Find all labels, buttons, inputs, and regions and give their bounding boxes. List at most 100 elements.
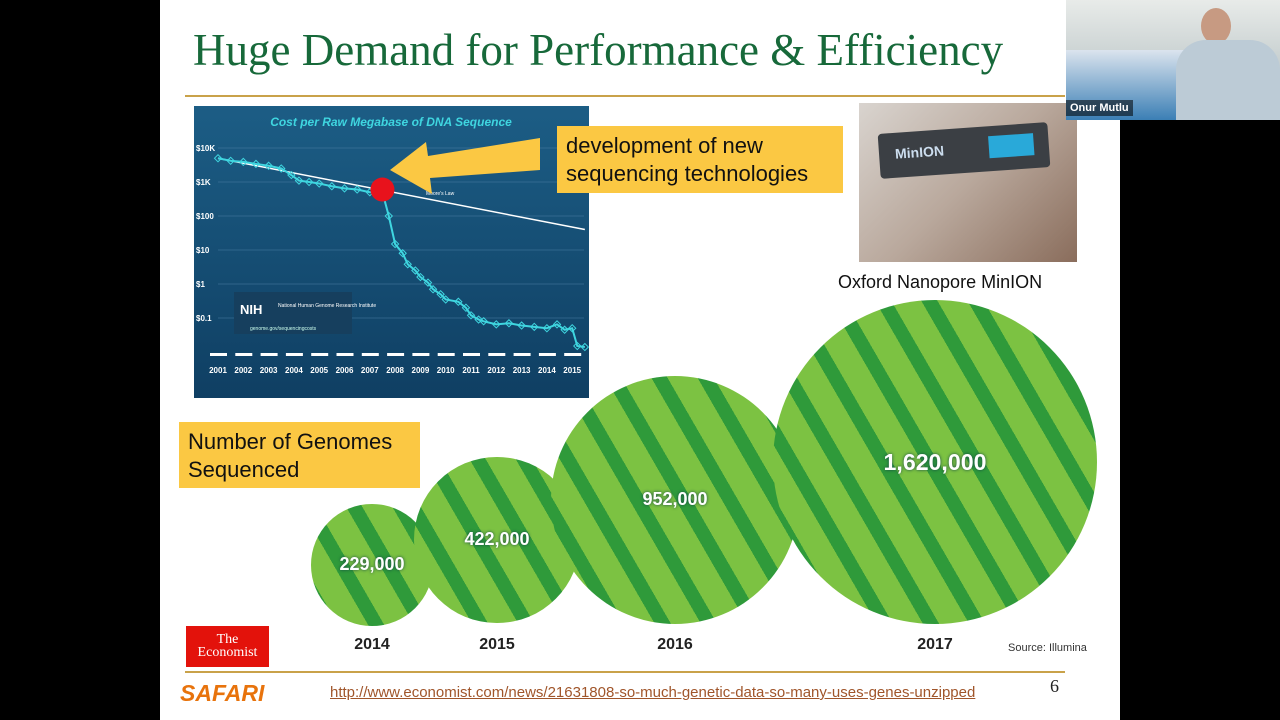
x-tick-mark (210, 353, 227, 356)
data-point (294, 176, 304, 185)
data-point (542, 323, 552, 333)
genome-bubble-2017: 1,620,000 (773, 300, 1097, 624)
x-tick-label: 2006 (336, 366, 354, 375)
genome-bubble-2014: 229,000 (311, 504, 433, 626)
data-point (416, 272, 425, 282)
chart-title: Cost per Raw Megabase of DNA Sequence (270, 115, 512, 129)
x-tick-label: 2013 (513, 366, 531, 375)
x-tick-label: 2004 (285, 366, 303, 375)
nih-logo-box (234, 292, 352, 334)
data-point (466, 311, 476, 320)
bubble-value: 952,000 (642, 489, 708, 510)
data-point (398, 249, 407, 258)
data-point (251, 159, 261, 169)
data-point (423, 278, 433, 287)
x-tick-label: 2005 (310, 366, 328, 375)
cost-chart: Cost per Raw Megabase of DNA Sequence $10… (196, 115, 590, 375)
sequencing-callout: development of new sequencing technologi… (557, 126, 843, 193)
data-point (436, 289, 445, 299)
y-tick-label: $0.1 (196, 314, 212, 323)
year-label: 2016 (657, 636, 693, 653)
x-tick-mark (437, 353, 455, 356)
x-tick-label: 2009 (412, 366, 430, 375)
x-tick-mark (260, 353, 278, 356)
data-point (428, 285, 438, 294)
source-label: Source: Illumina (1008, 642, 1087, 654)
nih-name: National Human Genome Research Institute (278, 303, 376, 309)
genomes-label: Number of Genomes Sequenced (179, 422, 420, 488)
safari-logo: SAFARI (180, 680, 265, 706)
x-tick-mark (538, 353, 556, 356)
data-point (352, 185, 362, 194)
minion-caption: Oxford Nanopore MinION (838, 272, 1043, 292)
data-point (213, 153, 223, 163)
data-point (479, 317, 488, 326)
x-tick-mark (387, 353, 405, 356)
data-point (504, 319, 514, 328)
year-label: 2017 (917, 636, 953, 653)
x-tick-mark (488, 353, 506, 356)
x-tick-label: 2007 (361, 366, 379, 375)
data-point (454, 297, 463, 307)
x-tick-label: 2015 (563, 366, 581, 375)
y-tick-label: $100 (196, 212, 214, 221)
data-point (552, 320, 562, 329)
data-point (277, 164, 286, 173)
source-url-link[interactable]: http://www.economist.com/news/21631808-s… (330, 684, 976, 701)
x-tick-label: 2001 (209, 366, 227, 375)
webcam-video: Onur Mutlu (1066, 0, 1280, 120)
x-tick-label: 2011 (462, 366, 480, 375)
x-tick-mark (235, 353, 253, 356)
y-tick-label: $10 (196, 246, 210, 255)
footer-divider (185, 671, 1065, 673)
data-point (580, 342, 590, 352)
data-point (530, 322, 539, 332)
x-tick-label: 2010 (437, 366, 455, 375)
data-point (340, 184, 349, 193)
bubble-value: 229,000 (339, 554, 405, 575)
data-point (390, 239, 400, 249)
data-point (327, 182, 337, 191)
genome-bubble-2016: 952,000 (550, 375, 800, 625)
y-tick-label: $1 (196, 280, 205, 289)
x-tick-mark (564, 353, 582, 356)
year-label: 2015 (479, 636, 515, 653)
data-point (441, 295, 450, 304)
title-divider (185, 95, 1065, 97)
data-point (226, 156, 235, 166)
cost-line (217, 157, 585, 349)
y-tick-label: $1K (196, 178, 211, 187)
y-tick-label: $10K (196, 144, 215, 153)
x-tick-mark (463, 353, 480, 356)
data-point (573, 341, 582, 351)
data-point (239, 157, 248, 167)
x-tick-mark (311, 353, 329, 356)
data-point (403, 260, 412, 269)
x-tick-mark (361, 353, 379, 356)
year-label: 2014 (354, 636, 390, 653)
data-point (304, 177, 314, 187)
data-point (517, 321, 526, 330)
data-point (411, 266, 420, 275)
bubble-value: 1,620,000 (883, 448, 987, 475)
arrow-icon (390, 138, 540, 194)
slide-title: Huge Demand for Performance & Efficiency (193, 25, 1004, 75)
x-tick-label: 2002 (234, 366, 252, 375)
data-point (264, 161, 273, 171)
moores-law-label: Moore's Law (426, 191, 455, 197)
minion-photo: MinION (859, 103, 1077, 262)
nih-logo: NIH (240, 302, 262, 317)
data-point (384, 211, 394, 221)
x-tick-mark (285, 353, 303, 356)
minion-device-label: MinION (894, 142, 945, 162)
data-point (567, 323, 577, 333)
highlight-dot (370, 177, 395, 202)
bubble-value: 422,000 (464, 529, 530, 550)
nih-url: genome.gov/sequencingcosts (250, 326, 317, 332)
data-point (314, 179, 324, 188)
participant-name: Onur Mutlu (1066, 100, 1133, 116)
data-point (492, 320, 501, 329)
page-number: 6 (1050, 676, 1059, 696)
data-point (560, 325, 569, 335)
x-tick-label: 2012 (487, 366, 505, 375)
